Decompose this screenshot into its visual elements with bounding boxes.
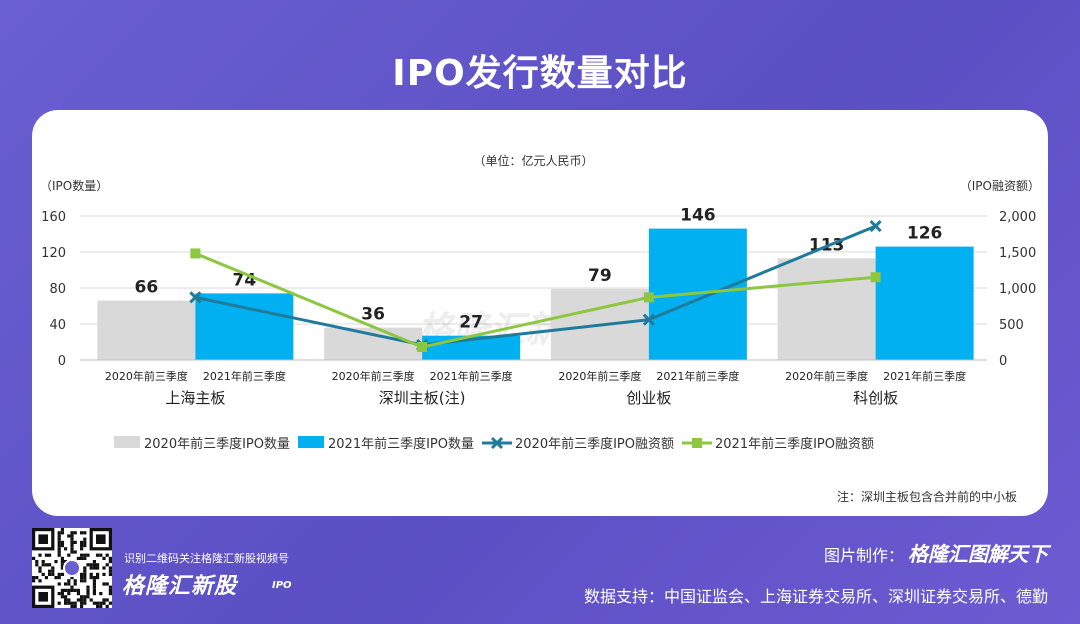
series-line-2021 bbox=[194, 252, 876, 349]
y-tick-left: 80 bbox=[49, 282, 66, 297]
chart-card: （单位：亿元人民币） （IPO数量） （IPO融资额） 0 0 40 500 80 1,000 1… bbox=[32, 110, 1048, 516]
line-point-2021 bbox=[870, 272, 881, 283]
legend-marker bbox=[490, 436, 504, 450]
footer-credits: 图片制作： 格隆汇图解天下 数据支持：中国证监会、上海证券交易所、深圳证券交易所、… bbox=[584, 538, 1048, 607]
legend-swatch bbox=[298, 436, 324, 448]
y-tick-right: 2,000 bbox=[999, 210, 1036, 225]
legend-label: 2020年前三季度IPO融资额 bbox=[515, 436, 674, 452]
x-group-label: 上海主板 bbox=[165, 389, 225, 407]
y-tick-left: 0 bbox=[58, 354, 66, 369]
x-subcategory-label: 2021年前三季度 bbox=[883, 369, 966, 383]
y-axis-right-label: （IPO融资额） bbox=[960, 179, 1040, 193]
y-tick-right: 500 bbox=[999, 318, 1024, 333]
bar-2020 bbox=[324, 327, 423, 360]
bar-data-label: 36 bbox=[361, 305, 385, 325]
x-group-label: 科创板 bbox=[853, 389, 898, 407]
bar-2020 bbox=[777, 258, 876, 360]
bar-2021 bbox=[875, 246, 974, 360]
y-tick-left: 120 bbox=[41, 246, 66, 261]
chart-footnote: 注：深圳主板包含合并前的中小板 bbox=[837, 489, 1017, 504]
y-tick-right: 0 bbox=[999, 354, 1007, 369]
series-line-2020 bbox=[195, 224, 877, 347]
bar-2021 bbox=[195, 293, 294, 360]
line-point-2020 bbox=[642, 313, 655, 326]
page-title: IPO发行数量对比 bbox=[392, 53, 688, 94]
scan-qr-text: 识别二维码关注格隆汇新股视频号 bbox=[124, 552, 289, 565]
bar-data-label: 79 bbox=[588, 266, 612, 286]
x-group-label: 深圳主板(注) bbox=[379, 389, 466, 407]
x-subcategory-label: 2020年前三季度 bbox=[785, 369, 868, 383]
x-subcategory-label: 2021年前三季度 bbox=[203, 369, 286, 383]
y-axis-left-label: （IPO数量） bbox=[40, 178, 108, 193]
legend-label: 2021年前三季度IPO融资额 bbox=[715, 436, 874, 452]
line-point-2020 bbox=[869, 220, 882, 233]
x-subcategory-label: 2020年前三季度 bbox=[105, 369, 188, 383]
line-point-2021 bbox=[190, 248, 201, 259]
y-tick-right: 1,000 bbox=[999, 282, 1036, 297]
brand-logo-text: 格隆汇新股 bbox=[122, 574, 238, 599]
legend-marker bbox=[692, 438, 702, 448]
line-point-2020 bbox=[189, 291, 202, 304]
maker-line: 图片制作： 格隆汇图解天下 bbox=[584, 538, 1048, 567]
bar-data-label: 126 bbox=[907, 224, 943, 244]
maker-name: 格隆汇图解天下 bbox=[908, 542, 1048, 566]
data-source: 数据支持：中国证监会、上海证券交易所、深圳证券交易所、德勤 bbox=[583, 587, 1048, 606]
bar-data-label: 27 bbox=[459, 313, 483, 333]
chart-unit-note: （单位：亿元人民币） bbox=[473, 153, 593, 168]
bar-2020 bbox=[97, 300, 196, 360]
y-tick-right: 1,500 bbox=[999, 246, 1036, 261]
x-group-label: 创业板 bbox=[626, 389, 671, 407]
brand-logo-sub: IPO bbox=[272, 580, 292, 591]
maker-label: 图片制作： bbox=[823, 546, 904, 565]
x-subcategory-label: 2020年前三季度 bbox=[558, 369, 641, 383]
x-subcategory-label: 2021年前三季度 bbox=[430, 369, 513, 383]
x-subcategory-label: 2020年前三季度 bbox=[332, 369, 415, 383]
line-point-2021 bbox=[643, 292, 654, 303]
legend-swatch bbox=[114, 436, 140, 448]
combo-chart: （单位：亿元人民币） （IPO数量） （IPO融资额） 0 0 40 500 80 1,000 1… bbox=[40, 153, 1040, 504]
y-tick-left: 40 bbox=[49, 318, 66, 333]
bar-data-label: 146 bbox=[680, 206, 716, 226]
y-tick-left: 160 bbox=[41, 210, 66, 225]
legend-label: 2020年前三季度IPO数量 bbox=[144, 436, 290, 452]
legend-label: 2021年前三季度IPO数量 bbox=[328, 436, 474, 452]
qr-code-icon[interactable] bbox=[32, 528, 112, 608]
line-point-2021 bbox=[417, 342, 428, 353]
x-subcategory-label: 2021年前三季度 bbox=[656, 369, 739, 383]
bar-data-label: 66 bbox=[135, 278, 159, 298]
footer-brand: 识别二维码关注格隆汇新股视频号 格隆汇新股 IPO bbox=[32, 528, 322, 612]
